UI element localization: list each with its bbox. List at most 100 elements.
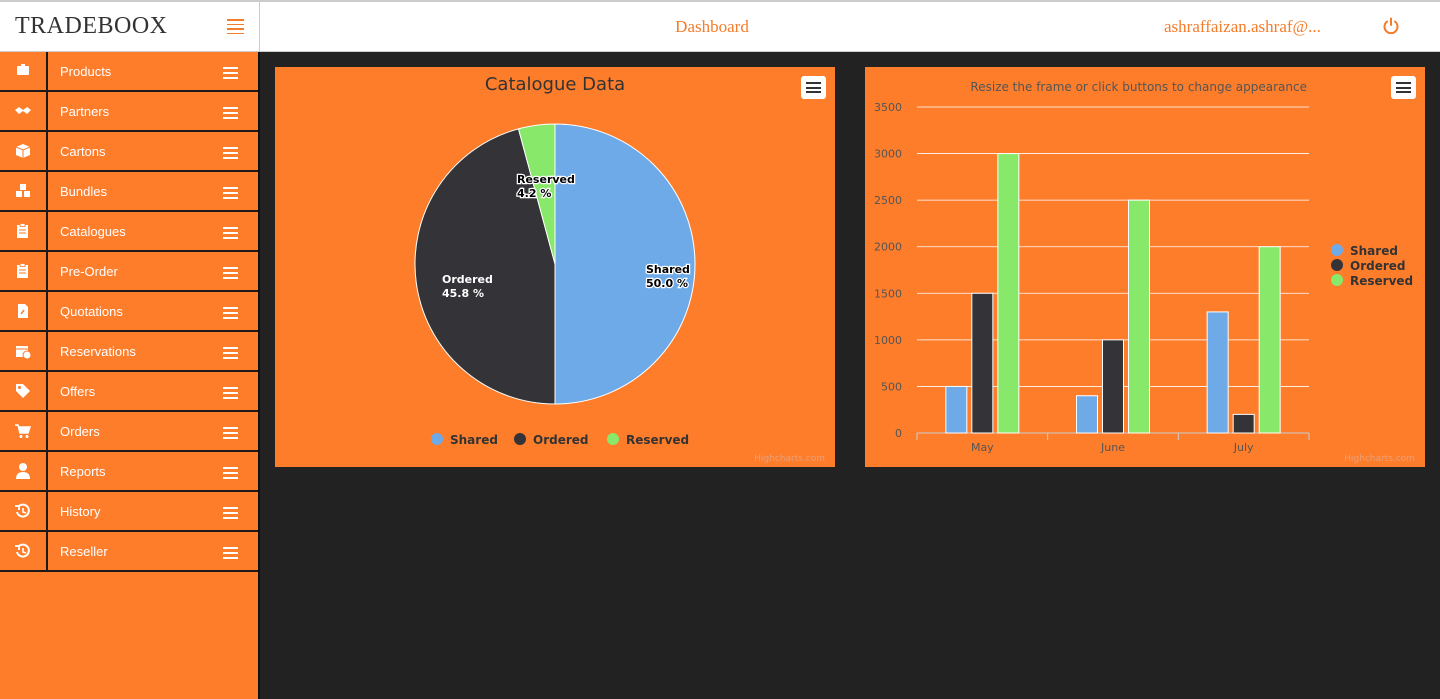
pie-data-label-name: Reserved — [517, 173, 575, 186]
sidebar-item-menu-icon[interactable] — [223, 67, 238, 79]
clipboard-icon — [0, 252, 48, 290]
y-tick-label: 1500 — [874, 287, 902, 300]
legend-marker — [607, 433, 619, 445]
y-tick-label: 500 — [881, 380, 902, 393]
sidebar-item-offers[interactable]: Offers — [0, 372, 258, 412]
x-tick-label: May — [971, 441, 994, 454]
sidebar-item-menu-icon[interactable] — [223, 347, 238, 359]
bar-shared-june[interactable] — [1076, 395, 1098, 434]
sidebar-item-label: History — [60, 504, 101, 519]
bundles-icon — [0, 172, 48, 210]
bar-ordered-may[interactable] — [971, 292, 994, 434]
bar-credits[interactable]: Highcharts.com — [1344, 454, 1415, 464]
y-tick-label: 1000 — [874, 334, 902, 347]
y-tick-label: 3500 — [874, 101, 902, 114]
sidebar-item-label: Catalogues — [60, 224, 126, 239]
legend-marker — [1331, 274, 1343, 286]
pie-data-label-name: Ordered — [442, 273, 493, 286]
sidebar: Products Partners Cartons Bundles Catalogues… — [0, 52, 260, 699]
sidebar-item-orders[interactable]: Orders — [0, 412, 258, 452]
legend-label: Ordered — [533, 433, 589, 447]
y-tick-label: 2500 — [874, 194, 902, 207]
sidebar-item-label: Products — [60, 64, 112, 79]
x-tick-label: July — [1233, 441, 1254, 454]
sidebar-item-label: Orders — [60, 424, 100, 439]
y-tick-label: 2000 — [874, 241, 902, 254]
bar-ordered-july[interactable] — [1232, 413, 1255, 434]
bar-legend-item-shared[interactable]: Shared — [1331, 244, 1398, 258]
bar-reserved-june[interactable] — [1128, 199, 1150, 434]
pie-data-label-value: 50.0 % — [646, 277, 688, 290]
menu-toggle-icon[interactable] — [227, 19, 244, 34]
legend-marker — [514, 433, 526, 445]
user-icon — [0, 452, 48, 490]
sidebar-item-history[interactable]: History — [0, 492, 258, 532]
pie-slice-reserved[interactable] — [517, 123, 556, 265]
bar-ordered-june[interactable] — [1102, 339, 1124, 434]
sidebar-item-partners[interactable]: Partners — [0, 92, 258, 132]
sidebar-item-reseller[interactable]: Reseller — [0, 532, 258, 572]
pie-legend-item-ordered[interactable]: Ordered — [514, 433, 589, 447]
sidebar-item-cartons[interactable]: Cartons — [0, 132, 258, 172]
pie-data-label-value: 4.2 % — [517, 187, 551, 200]
clipboard-icon — [0, 212, 48, 250]
box-icon — [0, 132, 48, 170]
sidebar-item-menu-icon[interactable] — [223, 507, 238, 519]
pie-chart-title: Catalogue Data — [484, 74, 626, 95]
sidebar-item-quotations[interactable]: Quotations — [0, 292, 258, 332]
bar-shared-may[interactable] — [945, 385, 968, 434]
sidebar-item-menu-icon[interactable] — [223, 187, 238, 199]
legend-label: Reserved — [1350, 274, 1413, 288]
legend-label: Shared — [450, 433, 498, 447]
sidebar-item-menu-icon[interactable] — [223, 387, 238, 399]
bar-legend-item-reserved[interactable]: Reserved — [1331, 274, 1413, 288]
sidebar-item-catalogues[interactable]: Catalogues — [0, 212, 258, 252]
history-icon — [0, 532, 48, 570]
sidebar-item-label: Offers — [60, 384, 96, 399]
brand-area: TRADEBOOX — [0, 2, 260, 52]
page-title: Dashboard — [675, 17, 749, 36]
pie-credits[interactable]: Highcharts.com — [754, 454, 825, 464]
calendar-icon — [0, 332, 48, 370]
legend-label: Shared — [1350, 244, 1398, 258]
pie-slice-ordered[interactable] — [414, 128, 556, 405]
pie-data-label-value: 45.8 % — [442, 287, 484, 300]
sidebar-item-menu-icon[interactable] — [223, 267, 238, 279]
pie-legend-item-reserved[interactable]: Reserved — [607, 433, 689, 447]
sidebar-item-menu-icon[interactable] — [223, 547, 238, 559]
sidebar-item-products[interactable]: Products — [0, 52, 258, 92]
bar-reserved-july[interactable] — [1258, 246, 1281, 434]
pie-slice-shared[interactable] — [554, 123, 696, 405]
sidebar-item-pre-order[interactable]: Pre-Order — [0, 252, 258, 292]
brand-logo[interactable]: TRADEBOOX — [15, 13, 168, 39]
bar-chart-panel: Resize the frame or click buttons to cha… — [865, 67, 1425, 467]
bar-reserved-may[interactable] — [997, 153, 1020, 434]
sidebar-item-label: Pre-Order — [60, 264, 118, 279]
bar-chart: 0 500 1000 1500 2000 2500 3000 3500 May June July S… — [874, 101, 1413, 454]
power-icon[interactable] — [1382, 17, 1400, 35]
sidebar-item-menu-icon[interactable] — [223, 227, 238, 239]
y-tick-label: 0 — [895, 427, 902, 440]
bar-legend-item-ordered[interactable]: Ordered — [1331, 259, 1406, 273]
sidebar-item-menu-icon[interactable] — [223, 307, 238, 319]
sidebar-item-label: Reports — [60, 464, 106, 479]
sidebar-item-reservations[interactable]: Reservations — [0, 332, 258, 372]
sidebar-item-bundles[interactable]: Bundles — [0, 172, 258, 212]
sidebar-item-reports[interactable]: Reports — [0, 452, 258, 492]
pie-legend-item-shared[interactable]: Shared — [431, 433, 498, 447]
bar-shared-july[interactable] — [1206, 311, 1229, 434]
sidebar-item-label: Reseller — [60, 544, 108, 559]
legend-label: Ordered — [1350, 259, 1406, 273]
products-icon — [0, 52, 48, 90]
user-email[interactable]: ashraffaizan.ashraf@... — [1164, 17, 1321, 36]
tag-icon — [0, 372, 48, 410]
bar-export-menu-button[interactable] — [1391, 76, 1416, 99]
x-tick-label: June — [1100, 441, 1125, 454]
sidebar-item-menu-icon[interactable] — [223, 107, 238, 119]
sidebar-item-menu-icon[interactable] — [223, 467, 238, 479]
sidebar-item-menu-icon[interactable] — [223, 427, 238, 439]
sidebar-item-menu-icon[interactable] — [223, 147, 238, 159]
y-tick-label: 3000 — [874, 148, 902, 161]
pie-export-menu-button[interactable] — [801, 76, 826, 99]
